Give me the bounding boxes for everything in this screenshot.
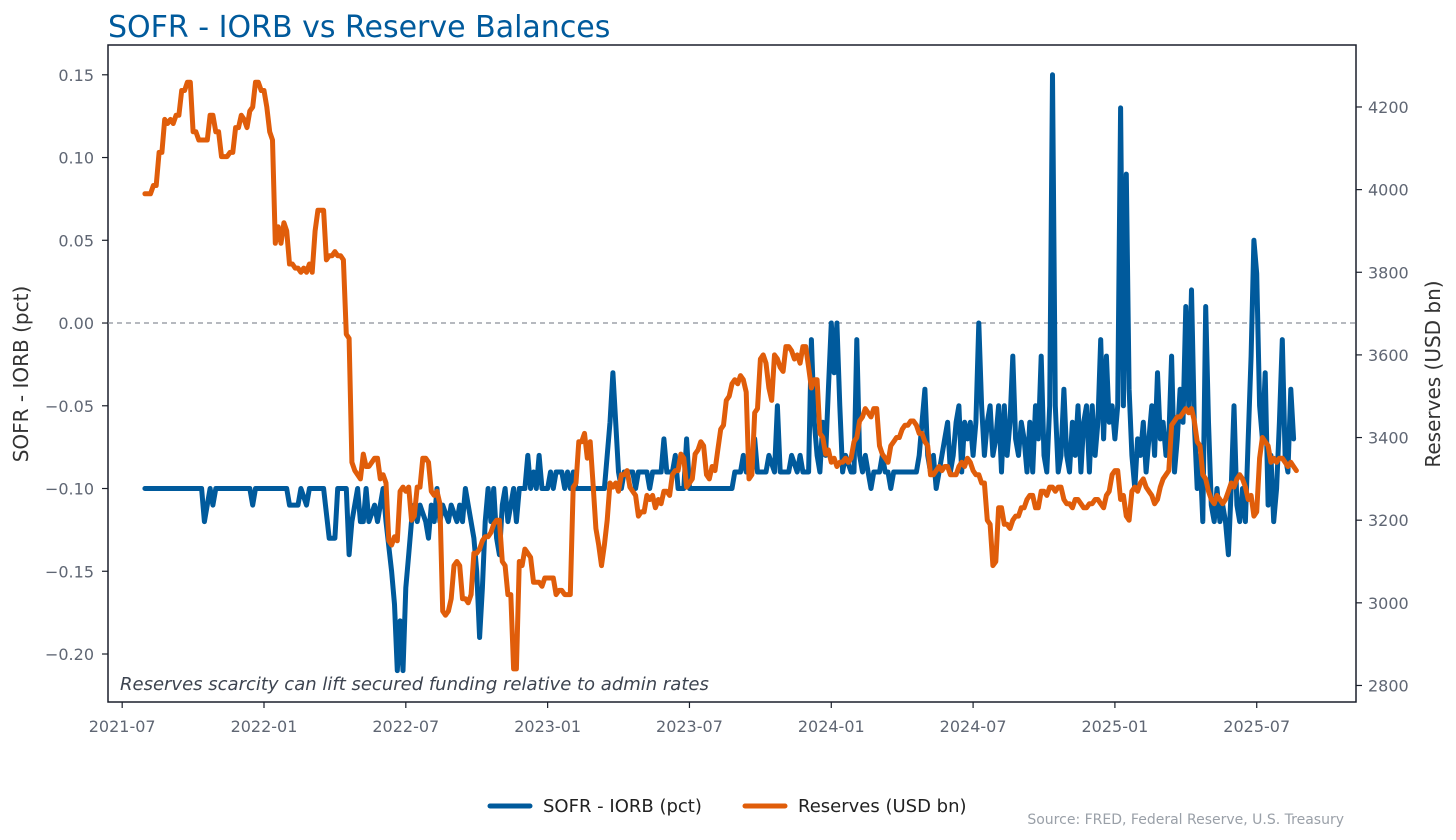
y-right-tick-label: 3800 (1368, 263, 1409, 282)
x-tick-label: 2023-07 (656, 717, 723, 736)
x-tick-label: 2025-01 (1081, 717, 1148, 736)
series-group (142, 72, 1299, 674)
y-axis-left: 0.15 0.10 0.05 0.00 −0.05 −0.10 −0.15 −0.20 (45, 66, 108, 664)
chart-annotation: Reserves scarcity can lift secured fundi… (120, 674, 709, 695)
y-axis-left-label: SOFR - IORB (pct) (9, 286, 33, 463)
y-left-tick-label: −0.15 (45, 562, 94, 581)
y-axis-right-label: Reserves (USD bn) (1421, 280, 1445, 467)
x-tick-label: 2024-07 (940, 717, 1007, 736)
y-right-tick-label: 3200 (1368, 511, 1409, 530)
y-right-tick-label: 2800 (1368, 676, 1409, 695)
y-left-tick-label: −0.10 (45, 480, 94, 499)
x-tick-label: 2021-07 (89, 717, 156, 736)
y-left-tick-label: −0.20 (45, 645, 94, 664)
y-right-tick-label: 3400 (1368, 429, 1409, 448)
legend: SOFR - IORB (pct) Reserves (USD bn) (487, 796, 967, 817)
y-left-tick-label: 0.05 (58, 231, 94, 250)
x-tick-label: 2022-01 (231, 717, 298, 736)
y-right-tick-label: 4200 (1368, 98, 1409, 117)
y-left-tick-label: −0.05 (45, 397, 94, 416)
series-line-sofr-iorb (142, 72, 1297, 674)
x-tick-label: 2024-01 (798, 717, 865, 736)
series-line-reserves (142, 79, 1299, 672)
y-right-tick-label: 3600 (1368, 346, 1409, 365)
x-tick-label: 2023-01 (514, 717, 581, 736)
y-left-tick-label: 0.15 (58, 66, 94, 85)
x-axis: 2021-07 2022-01 2022-07 2023-01 2023-07 2024-… (89, 702, 1290, 736)
y-left-tick-label: 0.10 (58, 149, 94, 168)
y-left-tick-label: 0.00 (58, 314, 94, 333)
y-axis-right: 4200 4000 3800 3600 3400 3200 3000 2800 (1356, 98, 1409, 695)
y-right-tick-label: 3000 (1368, 594, 1409, 613)
legend-label-sofr: SOFR - IORB (pct) (543, 796, 702, 817)
chart-title: SOFR - IORB vs Reserve Balances (108, 10, 610, 45)
x-tick-label: 2025-07 (1223, 717, 1290, 736)
legend-label-reserves: Reserves (USD bn) (798, 796, 967, 817)
x-tick-label: 2022-07 (372, 717, 439, 736)
plot-area (107, 44, 1357, 703)
y-right-tick-label: 4000 (1368, 181, 1409, 200)
source-note: Source: FRED, Federal Reserve, U.S. Trea… (1027, 812, 1344, 828)
